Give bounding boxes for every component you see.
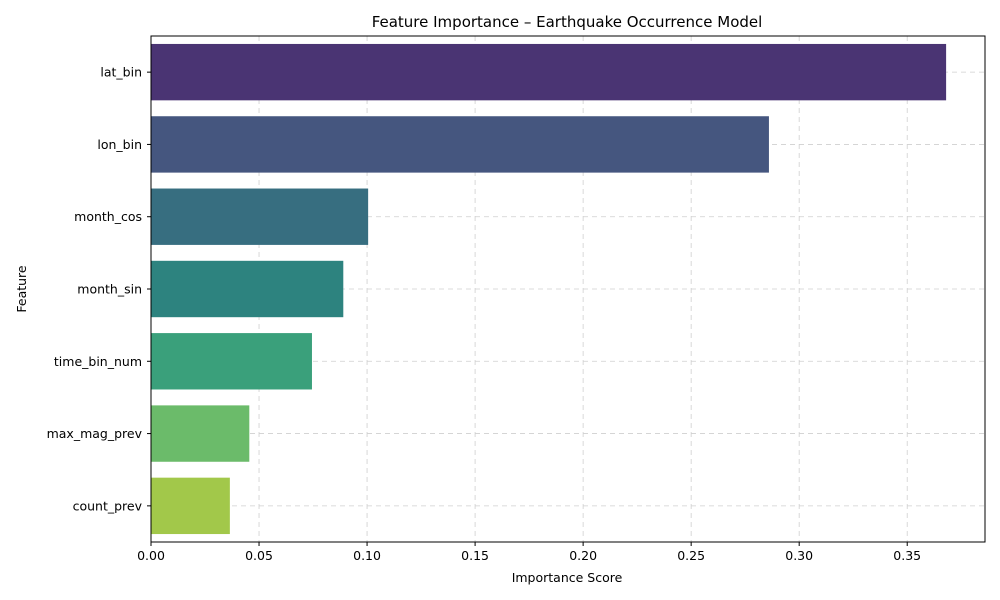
bar-lon-bin — [151, 116, 769, 173]
y-axis-label: Feature — [14, 265, 29, 313]
x-tick-label: 0.30 — [785, 548, 813, 563]
y-tick-label: lon_bin — [97, 137, 142, 152]
bar-count-prev — [151, 477, 230, 535]
bar-lat-bin — [151, 43, 947, 101]
y-tick-label: month_sin — [77, 282, 142, 297]
x-tick-label: 0.00 — [137, 548, 165, 563]
chart-title: Feature Importance – Earthquake Occurren… — [372, 13, 763, 31]
y-tick-label: max_mag_prev — [47, 426, 143, 441]
x-tick-label: 0.20 — [569, 548, 597, 563]
bar-max-mag-prev — [151, 405, 250, 462]
y-tick-label: time_bin_num — [54, 354, 142, 369]
x-tick-label: 0.05 — [245, 548, 273, 563]
bars — [151, 43, 947, 535]
x-tick-label: 0.15 — [461, 548, 489, 563]
y-tick-label: lat_bin — [100, 65, 142, 80]
x-axis-ticks: 0.00 0.05 0.10 0.15 0.20 0.25 0.30 0.35 — [137, 542, 921, 563]
bar-month-sin — [151, 260, 344, 318]
y-axis-ticks: lat_bin lon_bin month_cos month_sin time_bin… — [47, 65, 151, 513]
bar-month-cos — [151, 188, 369, 245]
x-tick-label: 0.10 — [353, 548, 381, 563]
x-tick-label: 0.35 — [893, 548, 921, 563]
x-axis-label: Importance Score — [512, 570, 623, 585]
y-tick-label: month_cos — [74, 209, 142, 224]
bar-time-bin-num — [151, 333, 312, 390]
y-tick-label: count_prev — [73, 498, 143, 513]
x-tick-label: 0.25 — [677, 548, 705, 563]
